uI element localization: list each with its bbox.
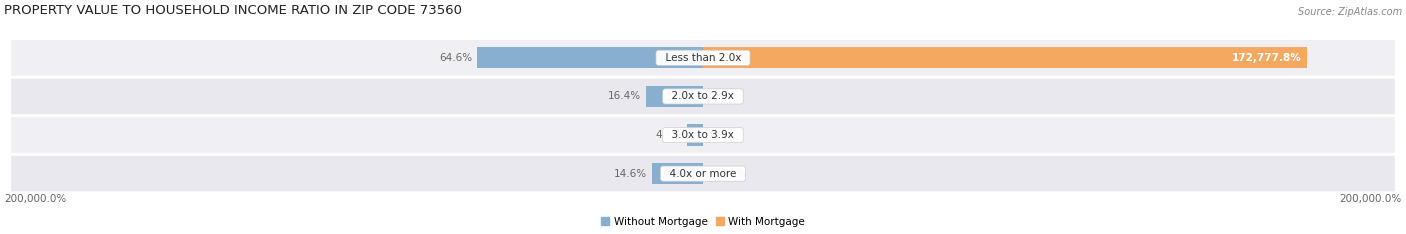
Text: 200,000.0%: 200,000.0% bbox=[4, 194, 66, 204]
Text: 64.6%: 64.6% bbox=[439, 53, 472, 63]
Text: 16.4%: 16.4% bbox=[607, 91, 641, 101]
Legend: Without Mortgage, With Mortgage: Without Mortgage, With Mortgage bbox=[598, 213, 808, 231]
Text: 200,000.0%: 200,000.0% bbox=[1340, 194, 1402, 204]
Text: 172,777.8%: 172,777.8% bbox=[1232, 53, 1302, 63]
Text: 22.2%: 22.2% bbox=[662, 130, 697, 140]
Bar bbox=[688, 124, 703, 146]
Text: 2.0x to 2.9x: 2.0x to 2.9x bbox=[665, 91, 741, 101]
Bar bbox=[477, 47, 703, 68]
Bar bbox=[703, 47, 1306, 68]
Text: Less than 2.0x: Less than 2.0x bbox=[658, 53, 748, 63]
Text: 3.0x to 3.9x: 3.0x to 3.9x bbox=[665, 130, 741, 140]
Text: 4.0x or more: 4.0x or more bbox=[664, 169, 742, 179]
Text: 4.6%: 4.6% bbox=[655, 130, 682, 140]
FancyBboxPatch shape bbox=[11, 156, 1395, 191]
Text: Source: ZipAtlas.com: Source: ZipAtlas.com bbox=[1298, 7, 1402, 17]
Bar bbox=[645, 86, 703, 107]
FancyBboxPatch shape bbox=[11, 40, 1395, 76]
Bar bbox=[652, 163, 703, 184]
FancyBboxPatch shape bbox=[11, 79, 1395, 114]
Text: 0.0%: 0.0% bbox=[720, 169, 747, 179]
Text: PROPERTY VALUE TO HOUSEHOLD INCOME RATIO IN ZIP CODE 73560: PROPERTY VALUE TO HOUSEHOLD INCOME RATIO… bbox=[4, 4, 463, 17]
Text: 14.6%: 14.6% bbox=[613, 169, 647, 179]
FancyBboxPatch shape bbox=[11, 117, 1395, 153]
Text: 57.8%: 57.8% bbox=[662, 91, 697, 101]
